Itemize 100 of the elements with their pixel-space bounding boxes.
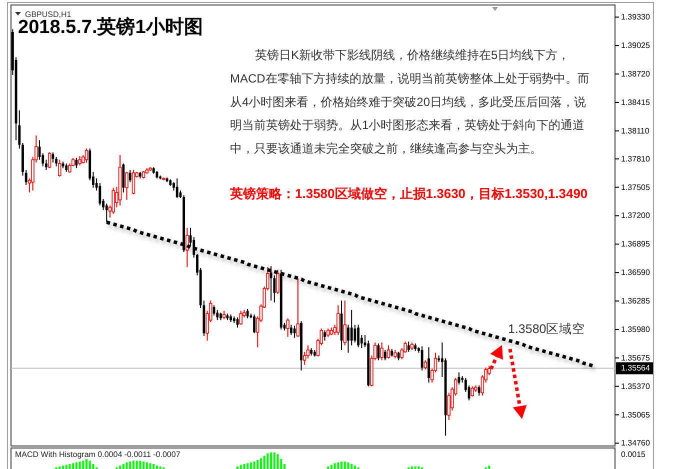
bar <box>344 462 346 469</box>
candlestick <box>424 360 428 370</box>
bar <box>337 462 340 469</box>
bar <box>266 453 269 469</box>
bar <box>330 464 332 469</box>
y-tick-label: 1.35370 <box>621 382 650 391</box>
candlestick <box>347 324 350 354</box>
candlestick <box>122 163 125 193</box>
bar <box>122 464 124 469</box>
bar <box>340 462 343 469</box>
candlestick <box>98 182 102 206</box>
bar <box>260 458 262 469</box>
bar <box>488 466 490 469</box>
bar <box>78 462 81 469</box>
bar <box>136 460 138 469</box>
annotation: 英镑日K新收带下影线阴线，价格继续维持在5日均线下方， <box>255 48 570 62</box>
candlestick <box>239 310 242 326</box>
y-tick-label: 1.37505 <box>621 182 650 192</box>
bar <box>129 462 132 469</box>
annotation: 英镑策略：1.3580区域做空，止损1.3630，目标1.3530,1.3490 <box>229 186 588 201</box>
candlestick <box>246 308 249 319</box>
bar <box>240 464 242 469</box>
annotation: 明当前英镑处于弱势。从1小时图形态来看，英镑处于斜向下的通道 <box>230 118 585 132</box>
bar <box>152 464 155 469</box>
bar <box>156 466 158 469</box>
bar <box>86 459 88 469</box>
candlestick <box>216 309 219 321</box>
bar <box>243 464 246 469</box>
bar <box>347 462 350 469</box>
bar <box>126 462 128 469</box>
y-tick-label: 1.37200 <box>621 211 650 220</box>
candlestick <box>52 152 54 164</box>
candlestick <box>253 314 256 334</box>
y-tick-label: 1.38415 <box>621 98 650 107</box>
bar <box>354 466 356 469</box>
bar <box>88 460 91 469</box>
annotation: MACD在零轴下方持续的放量，说明当前英镑整体上处于弱势中。而 <box>230 71 590 86</box>
bar <box>62 466 64 469</box>
bar <box>270 452 272 469</box>
bar <box>65 464 68 469</box>
bar <box>68 464 71 469</box>
candlestick <box>48 152 52 169</box>
bar <box>75 462 78 469</box>
annotation: 1.3580区域空 <box>508 322 586 336</box>
bar <box>82 460 84 469</box>
y-tick-label: 1.34760 <box>621 438 650 448</box>
y-tick-label: 1.35980 <box>621 324 650 334</box>
candlestick <box>386 344 390 359</box>
candlestick <box>128 170 132 183</box>
y-tick-label: 1.38720 <box>621 69 650 78</box>
bar <box>139 460 142 469</box>
candlestick <box>343 300 346 346</box>
candlestick <box>350 309 353 346</box>
bar <box>132 460 134 469</box>
annotation: 中，只要该通道未完全突破之前，继续逢高参与空头为主。 <box>230 142 542 156</box>
candlestick <box>186 227 189 268</box>
y-tick-label: 1.36895 <box>621 240 650 249</box>
candlestick <box>384 349 386 361</box>
candlestick <box>132 170 136 195</box>
bar <box>142 462 145 469</box>
bar <box>334 463 336 469</box>
candlestick <box>290 324 292 336</box>
y-tick-label: 1.37810 <box>621 154 650 164</box>
candlestick <box>380 342 384 361</box>
candlestick <box>276 269 280 295</box>
y-tick-label: 1.36285 <box>621 296 650 306</box>
candlestick <box>293 325 296 338</box>
bar <box>256 460 259 469</box>
bar <box>92 464 94 469</box>
y-tick-label: 1.38110 <box>621 126 650 136</box>
bar <box>250 462 252 469</box>
annotation: 从4小时图来看，价格始终难于突破20日均线，多此受压后回落，说 <box>230 94 586 109</box>
bar <box>149 463 152 469</box>
bar <box>119 466 122 469</box>
bar <box>253 462 256 469</box>
y-tick-label: 1.39025 <box>621 41 650 50</box>
bar <box>72 463 74 469</box>
y-tick-label: 1.39330 <box>621 12 650 22</box>
ref-line-label: 1.35564 <box>621 364 650 373</box>
candlestick <box>428 346 430 384</box>
candlestick <box>78 156 82 166</box>
candlestick <box>478 384 480 396</box>
y-tick-label: 1.36590 <box>621 268 650 278</box>
bar <box>146 462 148 469</box>
bar <box>263 456 266 469</box>
bar <box>273 452 276 469</box>
candlestick <box>176 178 178 198</box>
candlestick <box>420 346 424 371</box>
candlestick <box>336 304 340 336</box>
candlestick <box>470 386 474 398</box>
candlestick <box>125 171 128 200</box>
chart-title: MACD With Histogram 0.0004 -0.0011 -0.0007 <box>15 450 181 459</box>
candlestick <box>75 157 78 169</box>
candlestick <box>84 148 88 164</box>
candlestick <box>270 266 272 302</box>
candlestick <box>324 330 326 342</box>
y-tick-label: 1.35675 <box>621 353 650 362</box>
text: GBPUSD,H1 <box>25 10 72 19</box>
bar <box>276 454 279 469</box>
bar <box>246 463 249 469</box>
